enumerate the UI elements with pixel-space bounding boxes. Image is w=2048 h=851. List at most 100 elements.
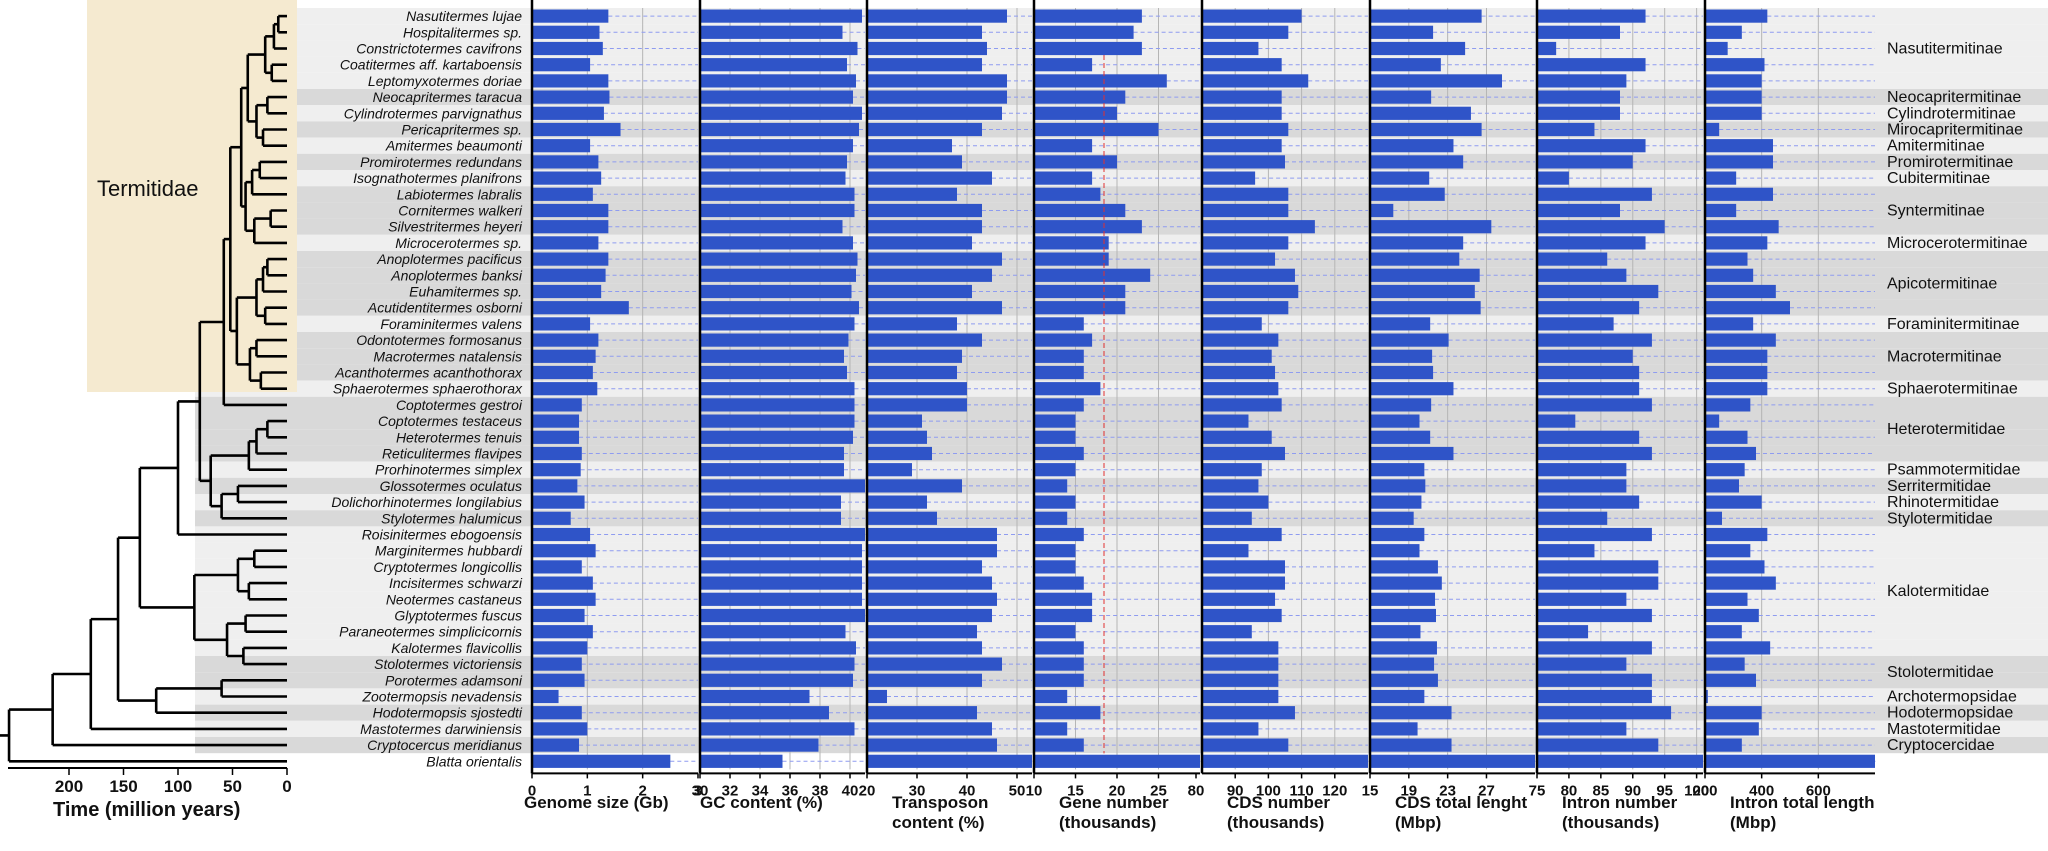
bar (1705, 122, 1720, 137)
bar (1705, 268, 1754, 282)
tick-label: 20 (1109, 782, 1126, 799)
bar (1034, 414, 1076, 428)
bar (1034, 284, 1126, 299)
tick-label: 85 (1593, 782, 1610, 799)
bar (1705, 333, 1776, 347)
bar (1202, 414, 1249, 428)
tick-label: 27 (1478, 782, 1495, 799)
tick-label: 15 (1362, 782, 1379, 799)
bar (1537, 382, 1640, 396)
bar (1202, 90, 1282, 104)
bar (1537, 74, 1627, 88)
bar (700, 738, 819, 752)
family-label: Hodotermopsidae (1887, 705, 2013, 722)
tick-label: 32 (722, 782, 739, 799)
bar (1370, 479, 1426, 493)
bar (1202, 41, 1259, 56)
bar (1537, 9, 1646, 23)
species-label: Isognathotermes planifrons (353, 170, 522, 186)
bar (1705, 203, 1737, 218)
bar (1370, 738, 1452, 752)
bar (1034, 706, 1101, 720)
bar (700, 398, 855, 412)
bar (1537, 560, 1659, 574)
bar (1034, 398, 1084, 412)
bar (1537, 527, 1652, 542)
bar (700, 544, 862, 558)
bar (1705, 155, 1773, 169)
bar (532, 560, 582, 574)
species-label: Neocapritermes taracua (373, 89, 523, 105)
species-label: Zootermopsis nevadensis (361, 689, 522, 705)
bar (1537, 544, 1595, 558)
bar (532, 74, 609, 88)
bar (1705, 9, 1768, 23)
bar (867, 511, 937, 525)
bar (1370, 689, 1425, 704)
bar (1370, 365, 1434, 380)
species-label: Promirotermes redundans (360, 154, 522, 170)
bar (1370, 722, 1418, 736)
bar (1370, 657, 1435, 671)
bar (532, 382, 598, 396)
species-label: Coptotermes testaceus (378, 413, 522, 429)
tick-label: 80 (1188, 782, 1205, 799)
species-label: Foraminitermes valens (380, 316, 522, 332)
bar (1537, 349, 1633, 363)
bar (1034, 187, 1101, 201)
family-label: Heterotermitidae (1887, 421, 2005, 438)
bar (1202, 544, 1249, 558)
bar (1705, 641, 1771, 655)
bar (1034, 203, 1126, 218)
tick-label: 90 (1227, 782, 1244, 799)
bar (867, 333, 982, 347)
species-label: Marginitermes hubbardi (375, 543, 523, 559)
species-label: Kalotermes flavicollis (391, 640, 522, 656)
bar (700, 187, 855, 201)
species-label: Macrotermes natalensis (373, 348, 522, 364)
tree-tick-label: 0 (282, 777, 291, 796)
bar (1537, 398, 1652, 412)
bar (867, 754, 1032, 768)
family-label: Nasutitermitinae (1887, 41, 2003, 58)
species-label: Glyptotermes fuscus (394, 608, 522, 624)
species-label: Coptotermes gestroi (396, 397, 523, 413)
bar (1034, 527, 1084, 542)
bar (867, 608, 992, 623)
bar (1370, 74, 1502, 88)
bar (867, 430, 927, 444)
bar (1034, 139, 1093, 153)
family-label: Microcerotermitinae (1887, 235, 2028, 252)
bar (532, 673, 585, 687)
bar (1705, 446, 1756, 461)
bar (1370, 25, 1434, 39)
bar (1202, 252, 1276, 266)
bar (867, 203, 982, 218)
bar (1370, 446, 1454, 461)
bar (867, 527, 997, 542)
species-label: Odontotermes formosanus (356, 332, 522, 348)
bar (532, 722, 588, 736)
bar (867, 673, 982, 687)
family-label: Archotermopsidae (1887, 689, 2017, 706)
bar (1202, 446, 1285, 461)
bar (1705, 706, 1762, 720)
bar (1537, 365, 1640, 380)
bar (1202, 576, 1285, 590)
bar (700, 608, 865, 623)
bar (1034, 641, 1084, 655)
tree-tick-label: 150 (109, 777, 137, 796)
tree-tick-label: 100 (164, 777, 192, 796)
bar (700, 139, 853, 153)
bar (1370, 673, 1438, 687)
tick-label: 50 (1009, 782, 1026, 799)
tree-time-axis: 200 150 100 50 0 (8, 767, 292, 796)
bar (1370, 171, 1430, 185)
bar (700, 284, 852, 299)
bar (1034, 41, 1142, 56)
bar (1034, 382, 1101, 396)
bar (1034, 365, 1084, 380)
panel-title: (thousands) (1059, 813, 1156, 832)
